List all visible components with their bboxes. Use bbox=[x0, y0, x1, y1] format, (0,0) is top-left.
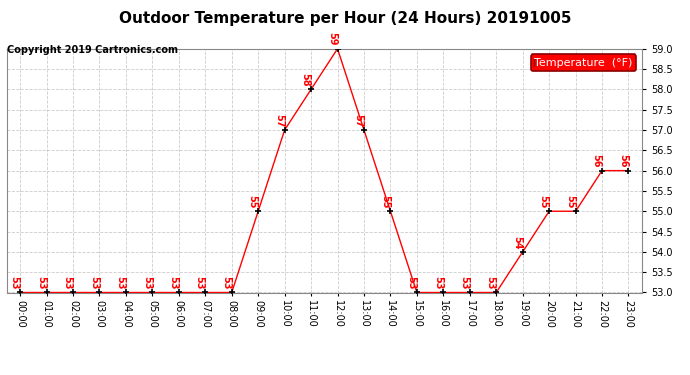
Text: 53: 53 bbox=[433, 276, 443, 290]
Text: 57: 57 bbox=[274, 114, 284, 127]
Text: 56: 56 bbox=[618, 154, 628, 168]
Legend: Temperature  (°F): Temperature (°F) bbox=[531, 54, 636, 71]
Text: 59: 59 bbox=[327, 33, 337, 46]
Text: 53: 53 bbox=[115, 276, 126, 290]
Text: 53: 53 bbox=[486, 276, 495, 290]
Text: 56: 56 bbox=[591, 154, 602, 168]
Text: 53: 53 bbox=[142, 276, 152, 290]
Text: 58: 58 bbox=[301, 73, 310, 87]
Text: 55: 55 bbox=[539, 195, 549, 208]
Text: 57: 57 bbox=[353, 114, 364, 127]
Text: 53: 53 bbox=[10, 276, 19, 290]
Text: 54: 54 bbox=[512, 236, 522, 249]
Text: 55: 55 bbox=[248, 195, 257, 208]
Text: 53: 53 bbox=[168, 276, 178, 290]
Text: 53: 53 bbox=[460, 276, 469, 290]
Text: 53: 53 bbox=[36, 276, 46, 290]
Text: 53: 53 bbox=[221, 276, 231, 290]
Text: 53: 53 bbox=[195, 276, 205, 290]
Text: 55: 55 bbox=[380, 195, 390, 208]
Text: Copyright 2019 Cartronics.com: Copyright 2019 Cartronics.com bbox=[7, 45, 178, 55]
Text: 53: 53 bbox=[63, 276, 72, 290]
Text: 55: 55 bbox=[565, 195, 575, 208]
Text: 53: 53 bbox=[89, 276, 99, 290]
Text: Outdoor Temperature per Hour (24 Hours) 20191005: Outdoor Temperature per Hour (24 Hours) … bbox=[119, 11, 571, 26]
Text: 53: 53 bbox=[406, 276, 416, 290]
